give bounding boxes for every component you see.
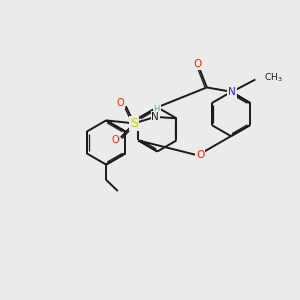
Text: O: O <box>117 98 124 108</box>
Text: H: H <box>154 105 160 114</box>
Text: CH$_3$: CH$_3$ <box>264 72 282 84</box>
Text: O: O <box>193 59 201 69</box>
Text: N: N <box>228 87 236 97</box>
Text: S: S <box>130 117 138 130</box>
Text: O: O <box>112 135 119 146</box>
Text: O: O <box>196 150 204 160</box>
Text: N: N <box>152 112 159 122</box>
